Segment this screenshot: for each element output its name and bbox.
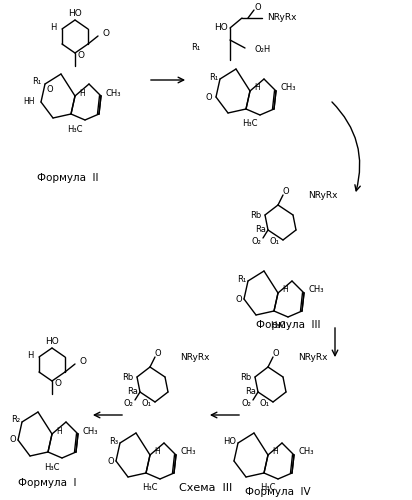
Text: H: H	[51, 22, 57, 32]
Text: O: O	[78, 50, 85, 59]
Text: O: O	[283, 188, 289, 196]
Text: O₂: O₂	[241, 398, 251, 407]
Text: R₁: R₁	[237, 274, 246, 283]
Text: CH₃: CH₃	[181, 448, 197, 456]
Text: H: H	[272, 448, 278, 456]
Text: O: O	[47, 84, 54, 94]
Text: R₂: R₂	[11, 416, 20, 424]
Text: Ra: Ra	[245, 388, 256, 396]
Text: H: H	[154, 448, 160, 456]
Text: O: O	[108, 456, 114, 466]
Text: NRyRx: NRyRx	[308, 190, 337, 200]
Text: H: H	[79, 88, 85, 98]
Text: O₂: O₂	[251, 236, 261, 246]
Text: H: H	[282, 286, 288, 294]
Text: O: O	[154, 350, 162, 358]
Text: H₃C: H₃C	[260, 484, 276, 492]
Text: O₁: O₁	[142, 400, 152, 408]
Text: R₁: R₁	[209, 72, 218, 82]
Text: NRyRx: NRyRx	[298, 352, 328, 362]
Text: O: O	[103, 30, 110, 38]
Text: NRyRx: NRyRx	[267, 12, 297, 22]
Text: CH₃: CH₃	[83, 426, 98, 436]
Text: CH₃: CH₃	[299, 448, 314, 456]
Text: H: H	[56, 426, 62, 436]
Text: O₁: O₁	[270, 238, 280, 246]
Text: R₁: R₁	[191, 44, 200, 52]
Text: Ra: Ra	[255, 226, 266, 234]
Text: Rb: Rb	[122, 372, 133, 382]
Text: HO: HO	[223, 436, 236, 446]
Text: O: O	[235, 294, 242, 304]
Text: H₃C: H₃C	[44, 462, 60, 471]
Text: O: O	[205, 92, 212, 102]
Text: R₃: R₃	[109, 436, 118, 446]
Text: Формула  II: Формула II	[37, 173, 99, 183]
Text: CH₃: CH₃	[281, 84, 297, 92]
Text: R₁: R₁	[32, 78, 41, 86]
Text: O₁: O₁	[260, 400, 270, 408]
Text: H: H	[254, 84, 260, 92]
Text: O: O	[55, 378, 62, 388]
Text: Ra: Ra	[127, 388, 138, 396]
Text: HO: HO	[45, 336, 59, 345]
Text: O: O	[255, 4, 261, 13]
Text: Формула  I: Формула I	[18, 478, 76, 488]
Text: H₃C: H₃C	[143, 484, 158, 492]
Text: H₃C: H₃C	[68, 124, 83, 134]
Text: Rb: Rb	[240, 372, 251, 382]
Text: Rb: Rb	[250, 210, 261, 220]
Text: NRyRx: NRyRx	[180, 352, 209, 362]
Text: Формула  III: Формула III	[256, 320, 320, 330]
Text: CH₃: CH₃	[309, 286, 325, 294]
Text: CH₃: CH₃	[106, 88, 122, 98]
Text: Схема  III: Схема III	[179, 483, 233, 493]
Text: O₂: O₂	[123, 398, 133, 407]
Text: H₃C: H₃C	[243, 120, 258, 128]
Text: HO: HO	[214, 24, 228, 32]
Text: HO: HO	[68, 8, 82, 18]
Text: H: H	[28, 350, 34, 360]
Text: O: O	[273, 350, 279, 358]
Text: O: O	[80, 358, 87, 366]
Text: HH: HH	[23, 98, 35, 106]
Text: O: O	[9, 436, 16, 444]
Text: H₃C: H₃C	[271, 322, 286, 330]
Text: Формула  IV: Формула IV	[245, 487, 311, 497]
Text: O₂H: O₂H	[255, 46, 271, 54]
